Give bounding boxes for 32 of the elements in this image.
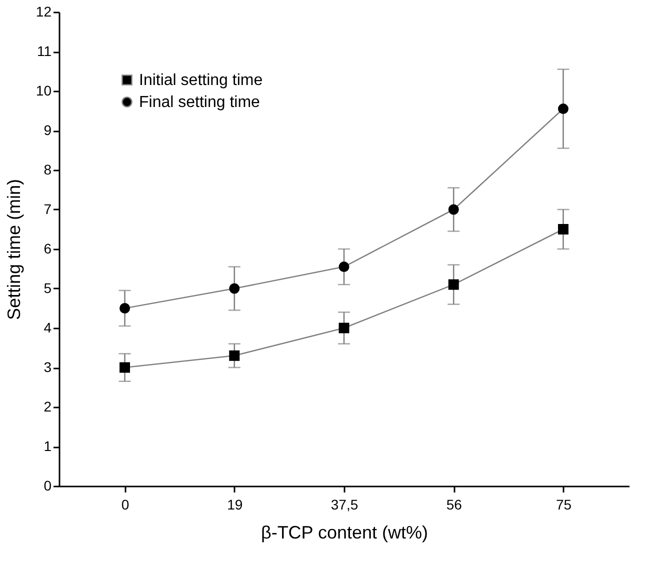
- x-tick-label: 19: [227, 496, 243, 512]
- x-tick-label: 75: [556, 496, 572, 512]
- y-tick-label: 9: [44, 122, 52, 138]
- y-axis-title: Setting time (min): [4, 178, 24, 320]
- point: [338, 262, 350, 272]
- y-tick-label: 8: [44, 162, 52, 178]
- point: [448, 204, 459, 215]
- point: [448, 279, 459, 290]
- y-tick-label: 1: [44, 438, 52, 454]
- legend-label: Final setting time: [139, 94, 260, 111]
- y-tick-label: 10: [36, 82, 52, 98]
- y-tick-label: 12: [36, 4, 52, 20]
- point: [558, 224, 568, 234]
- y-tick-label: 5: [44, 280, 52, 296]
- point: [338, 322, 350, 334]
- y-tick-label: 3: [44, 359, 52, 375]
- point: [229, 283, 240, 294]
- x-tick-label: 37,5: [330, 496, 358, 512]
- y-tick-label: 11: [36, 43, 52, 59]
- x-axis-title: β-TCP content (wt%): [260, 522, 428, 542]
- point: [229, 350, 240, 361]
- point: [558, 104, 568, 114]
- legend-label: Initial setting time: [139, 72, 263, 89]
- point: [120, 362, 130, 373]
- x-tick-label: 0: [121, 496, 130, 512]
- x-tick-label: 56: [446, 496, 462, 512]
- point: [120, 303, 130, 314]
- y-tick-label: 4: [44, 320, 52, 336]
- y-tick-label: 2: [44, 398, 52, 414]
- y-tick-label: 6: [44, 240, 52, 256]
- y-tick-label: 7: [44, 201, 52, 217]
- y-tick-label: 0: [44, 478, 52, 494]
